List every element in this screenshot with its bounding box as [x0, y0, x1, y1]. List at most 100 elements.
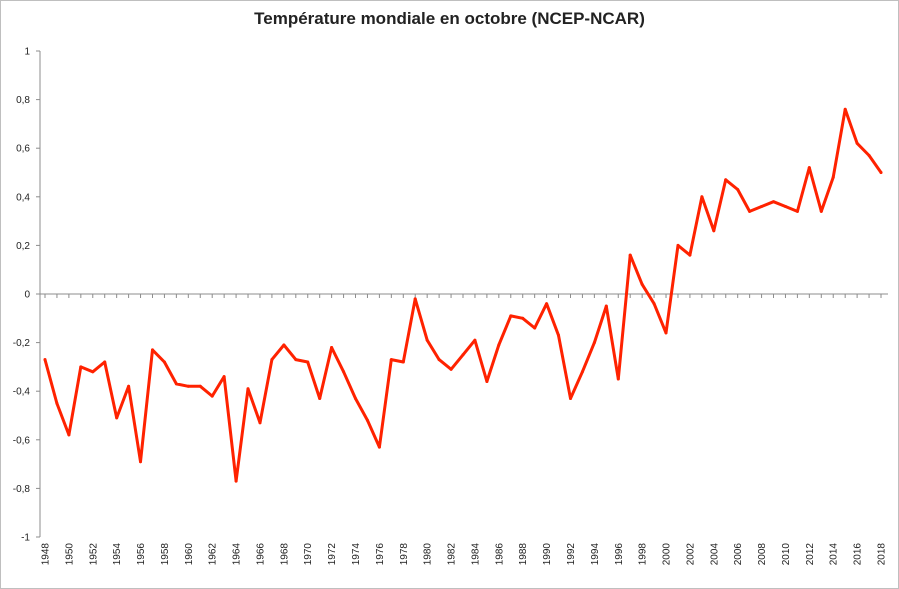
- data-point: [664, 331, 668, 335]
- x-tick-label: 1974: [351, 543, 362, 566]
- data-point: [342, 370, 346, 374]
- series-layer: [43, 107, 883, 483]
- data-point: [55, 401, 59, 405]
- x-tick-label: 1948: [41, 543, 52, 566]
- data-point: [831, 175, 835, 179]
- x-tick-label: 1996: [614, 543, 625, 566]
- data-point: [234, 479, 238, 483]
- data-point: [162, 360, 166, 364]
- data-point: [616, 377, 620, 381]
- data-point: [867, 154, 871, 157]
- data-point: [282, 343, 286, 347]
- data-point: [366, 418, 369, 422]
- x-axis-ticks: 1948 1950 1952 1954 1956 1958 1960 1962 1964 1966…: [41, 294, 888, 565]
- data-point: [449, 367, 453, 371]
- data-point: [401, 360, 405, 364]
- data-point: [294, 358, 298, 362]
- y-tick-label: -0,6: [13, 435, 31, 446]
- x-tick-label: 2010: [781, 543, 792, 566]
- x-tick-label: 1950: [64, 543, 75, 566]
- x-tick-label: 1984: [470, 543, 481, 566]
- data-point: [389, 358, 393, 362]
- data-point: [461, 353, 465, 357]
- data-point: [354, 397, 357, 400]
- data-point: [198, 384, 202, 388]
- x-tick-label: 1982: [447, 543, 458, 566]
- x-tick-label: 1952: [88, 543, 99, 566]
- y-axis-ticks: 1 0,8 0,6 0,4 0,2 0 -0,2 -0,4 -0,6 -0,8 -1: [13, 47, 40, 544]
- y-tick-label: 0,6: [16, 144, 30, 155]
- data-point: [592, 341, 596, 345]
- y-tick-label: 1: [24, 47, 30, 58]
- data-point: [497, 343, 501, 347]
- data-point: [473, 338, 477, 342]
- data-point: [258, 421, 262, 425]
- y-tick-label: 0,4: [16, 192, 30, 203]
- data-point: [79, 365, 83, 369]
- x-tick-label: 1994: [590, 543, 601, 566]
- data-point: [879, 171, 883, 174]
- data-point: [306, 360, 310, 364]
- chart-title: Température mondiale en octobre (NCEP-NC…: [254, 9, 645, 28]
- data-point: [425, 338, 429, 342]
- x-tick-label: 2014: [829, 543, 840, 566]
- data-point: [437, 358, 441, 362]
- x-tick-label: 1962: [208, 543, 219, 566]
- data-point: [413, 297, 417, 301]
- x-tick-label: 1986: [494, 543, 505, 566]
- x-tick-label: 2006: [733, 543, 744, 566]
- data-point: [485, 380, 489, 383]
- y-tick-label: -0,8: [13, 484, 31, 495]
- x-tick-label: 1956: [136, 543, 147, 566]
- data-point: [270, 358, 274, 362]
- data-point: [736, 188, 740, 191]
- data-point: [174, 382, 178, 386]
- x-tick-label: 1968: [279, 543, 290, 566]
- x-tick-label: 1958: [160, 543, 171, 566]
- data-point: [330, 346, 334, 349]
- x-tick-label: 2008: [757, 543, 768, 566]
- x-tick-label: 1972: [327, 543, 338, 566]
- data-point: [688, 253, 692, 257]
- y-tick-label: -0,2: [13, 338, 31, 349]
- x-tick-label: 2004: [709, 543, 720, 566]
- x-tick-label: 2000: [662, 543, 673, 566]
- x-tick-label: 1988: [518, 543, 529, 566]
- x-tick-label: 2012: [805, 543, 816, 566]
- data-point: [640, 282, 644, 286]
- data-point: [151, 348, 154, 352]
- data-point: [807, 166, 811, 170]
- data-point: [377, 445, 381, 449]
- data-point: [533, 326, 537, 330]
- x-tick-label: 2002: [685, 543, 696, 566]
- data-point: [521, 316, 525, 320]
- x-tick-label: 2018: [877, 543, 888, 566]
- data-point: [318, 397, 322, 400]
- data-point: [748, 209, 752, 213]
- x-tick-label: 1964: [232, 543, 243, 566]
- data-point: [795, 209, 799, 213]
- y-tick-label: -0,4: [13, 387, 31, 398]
- data-point: [210, 394, 214, 398]
- data-point: [557, 333, 560, 337]
- data-point: [580, 370, 584, 374]
- data-point: [676, 243, 680, 247]
- x-tick-label: 1978: [399, 543, 410, 566]
- x-tick-label: 1990: [542, 543, 553, 566]
- data-point: [652, 302, 656, 306]
- x-tick-label: 1960: [184, 543, 195, 566]
- data-point: [222, 375, 226, 379]
- data-point: [604, 304, 608, 308]
- data-point: [545, 302, 549, 306]
- y-tick-label: -1: [21, 533, 30, 544]
- data-point: [700, 195, 704, 199]
- data-point: [186, 384, 190, 388]
- data-point: [139, 460, 142, 464]
- x-tick-label: 1998: [638, 543, 649, 566]
- data-point: [855, 141, 859, 145]
- data-point: [628, 253, 632, 257]
- axes: [39, 51, 888, 537]
- data-point: [760, 205, 764, 208]
- x-tick-label: 2016: [853, 543, 864, 566]
